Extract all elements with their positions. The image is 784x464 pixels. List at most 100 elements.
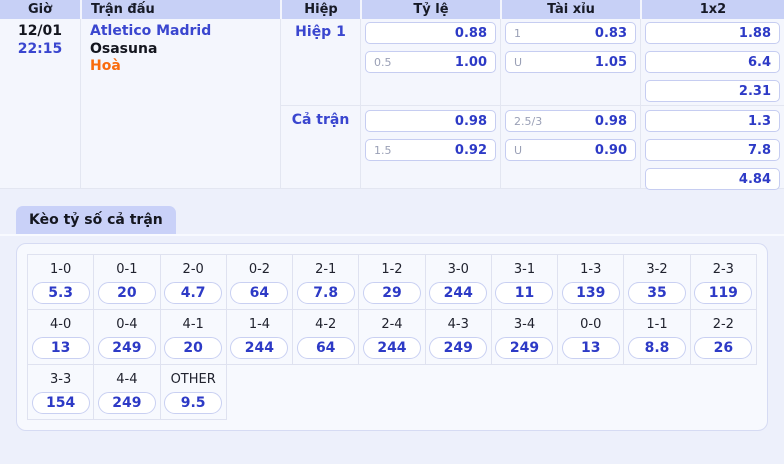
score-odds-button[interactable]: 244	[429, 282, 488, 304]
score-cell: 2-2 26	[689, 309, 758, 365]
score-odds-button[interactable]: 5.3	[31, 282, 90, 304]
score-odds-button[interactable]: 249	[429, 337, 488, 359]
one-x-two-odds-value: 6.4	[747, 54, 771, 70]
score-cell: 1-2 29	[358, 254, 426, 310]
handicap-cell: 0.88 0.5 1.00 0.98 1.5 0.92	[360, 19, 500, 189]
handicap-h1-odds-2[interactable]: 0.5 1.00	[365, 51, 496, 73]
one-x-two-ft-away[interactable]: 4.84	[645, 168, 780, 190]
score-cell: 0-1 20	[93, 254, 161, 310]
score-label: 4-1	[182, 317, 204, 332]
score-label: 4-3	[447, 317, 469, 332]
score-odds-button[interactable]: 20	[164, 337, 223, 359]
score-cell: 1-1 8.8	[623, 309, 691, 365]
home-team-link[interactable]: Atletico Madrid	[90, 23, 212, 39]
score-odds-button[interactable]: 139	[561, 282, 620, 304]
handicap-h1-odds-1[interactable]: 0.88	[365, 22, 496, 44]
score-label: 2-2	[712, 317, 734, 332]
over-under-ft-odds-2[interactable]: U 0.90	[505, 139, 636, 161]
score-label: 3-2	[646, 262, 668, 277]
over-under-odds-value: 0.90	[594, 142, 627, 158]
over-under-ft-sub: 2.5/3 0.98 U 0.90	[501, 105, 640, 189]
score-odds-button[interactable]: 13	[561, 337, 620, 359]
score-label: 4-4	[116, 372, 138, 387]
column-header-ty-le: Tỷ lệ	[360, 0, 500, 19]
score-odds-button[interactable]: 64	[230, 282, 289, 304]
one-x-two-h1-draw[interactable]: 6.4	[645, 51, 780, 73]
one-x-two-odds-value: 1.3	[747, 113, 771, 129]
score-odds-button[interactable]: 249	[97, 337, 156, 359]
score-odds-button[interactable]: 26	[694, 337, 753, 359]
score-odds-button[interactable]: 154	[31, 392, 90, 414]
score-label: 4-0	[50, 317, 72, 332]
score-cell: 3-2 35	[623, 254, 691, 310]
one-x-two-odds-value: 4.84	[738, 171, 771, 187]
score-label: OTHER	[170, 372, 216, 387]
handicap-ft-odds-2[interactable]: 1.5 0.92	[365, 139, 496, 161]
score-odds-button[interactable]: 7.8	[296, 282, 355, 304]
over-under-line: 2.5/3	[514, 114, 543, 128]
score-tab-bar: Kèo tỷ số cả trận	[0, 206, 784, 236]
score-odds-button[interactable]: 249	[495, 337, 554, 359]
score-odds-button[interactable]: 8.8	[628, 337, 687, 359]
handicap-ft-odds-1[interactable]: 0.98	[365, 110, 496, 132]
match-teams-cell: Atletico Madrid Osasuna Hoà	[80, 19, 280, 189]
score-label: 2-4	[381, 317, 403, 332]
over-under-h1-odds-2[interactable]: U 1.05	[505, 51, 636, 73]
over-under-line: U	[514, 143, 523, 157]
tab-correct-score-full-match[interactable]: Kèo tỷ số cả trận	[16, 206, 176, 234]
one-x-two-ft-draw[interactable]: 7.8	[645, 139, 780, 161]
score-label: 3-1	[513, 262, 536, 277]
score-odds-button[interactable]: 29	[362, 282, 421, 304]
over-under-ft-odds-1[interactable]: 2.5/3 0.98	[505, 110, 636, 132]
score-label: 3-4	[513, 317, 536, 332]
score-cell: 2-1 7.8	[292, 254, 360, 310]
score-cell: 2-4 244	[358, 309, 426, 365]
score-cell: 2-0 4.7	[159, 254, 227, 310]
score-odds-button[interactable]: 249	[97, 392, 156, 414]
score-label: 2-3	[712, 262, 734, 277]
period-cell: Hiệp 1 Cả trận	[280, 19, 360, 189]
score-grid-row: 3-3 154 4-4 249 OTHER 9.5	[26, 364, 757, 420]
score-cell: 4-2 64	[292, 309, 360, 365]
score-odds-button[interactable]: 4.7	[164, 282, 223, 304]
score-cell: 1-3 139	[557, 254, 625, 310]
score-odds-button[interactable]: 244	[362, 337, 421, 359]
score-odds-button[interactable]: 244	[230, 337, 289, 359]
column-header-1x2: 1x2	[640, 0, 784, 19]
score-odds-button[interactable]: 20	[97, 282, 156, 304]
score-cell: 3-3 154	[26, 364, 95, 420]
score-grid-row: 4-0 13 0-4 249 4-1 20 1-4 244 4-2 64 2-4 244 4…	[26, 309, 758, 365]
over-under-cell: 1 0.83 U 1.05 2.5/3 0.98 U 0.90	[500, 19, 640, 189]
one-x-two-h1-away[interactable]: 2.31	[645, 80, 780, 102]
odds-table: Giờ Trận đấu Hiệp Tỷ lệ Tài xỉu 1x2 12/0…	[0, 0, 784, 190]
score-cell: 0-4 249	[93, 309, 161, 365]
score-odds-button[interactable]: 9.5	[164, 392, 223, 414]
handicap-odds-value: 0.98	[454, 113, 487, 129]
one-x-two-h1-home[interactable]: 1.88	[645, 22, 780, 44]
over-under-odds-value: 0.98	[594, 113, 627, 129]
over-under-h1-sub: 1 0.83 U 1.05	[501, 19, 640, 105]
score-odds-button[interactable]: 35	[628, 282, 687, 304]
score-odds-button[interactable]: 13	[31, 337, 90, 359]
one-x-two-cell: 1.88 6.4 2.31 1.3 7.8	[640, 19, 784, 190]
one-x-two-odds-value: 2.31	[738, 83, 771, 99]
score-cell: 4-1 20	[159, 309, 227, 365]
score-cell: 3-1 11	[490, 254, 559, 310]
score-odds-button[interactable]: 119	[694, 282, 753, 304]
score-label: 4-2	[315, 317, 337, 332]
score-odds-button[interactable]: 64	[296, 337, 355, 359]
period-label-h1: Hiệp 1	[295, 24, 346, 40]
over-under-line: 1	[514, 26, 521, 40]
one-x-two-ft-sub: 1.3 7.8 4.84	[641, 105, 784, 190]
column-header-gio: Giờ	[0, 0, 80, 19]
over-under-h1-odds-1[interactable]: 1 0.83	[505, 22, 636, 44]
period-h1-sub: Hiệp 1	[281, 19, 360, 105]
score-cell: 4-0 13	[26, 309, 95, 365]
handicap-odds-value: 0.92	[454, 142, 487, 158]
score-cell: 4-3 249	[424, 309, 492, 365]
one-x-two-ft-home[interactable]: 1.3	[645, 110, 780, 132]
score-label: 0-0	[580, 317, 602, 332]
score-odds-button[interactable]: 11	[495, 282, 554, 304]
handicap-line: 1.5	[374, 143, 392, 157]
